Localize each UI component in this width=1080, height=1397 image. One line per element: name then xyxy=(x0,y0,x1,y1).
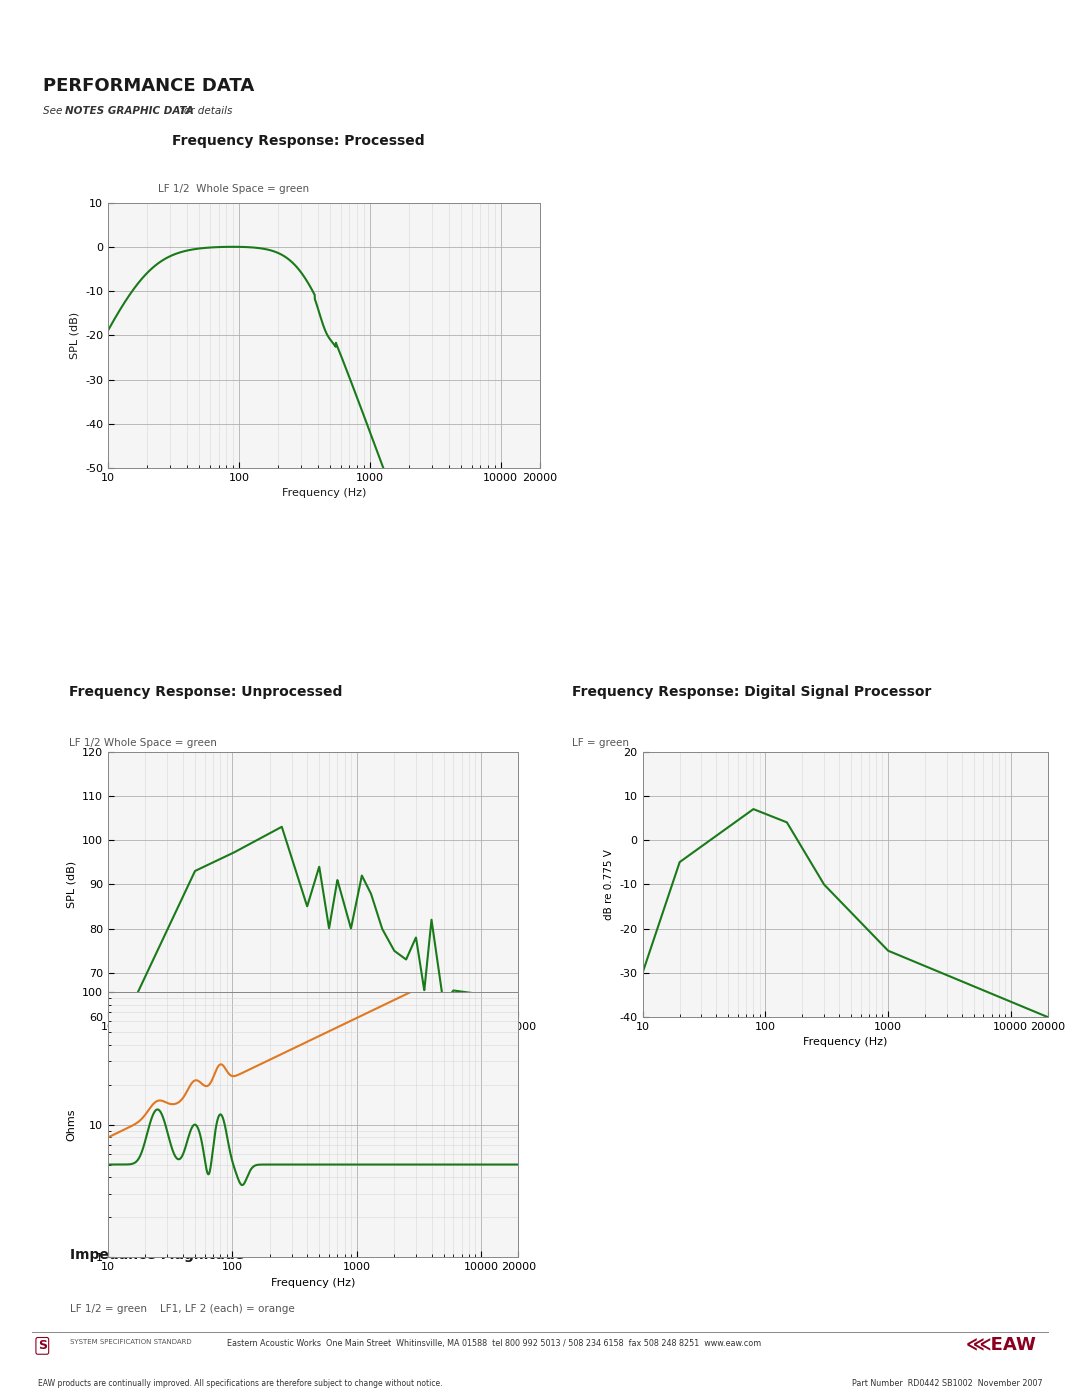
Text: Frequency Response: Digital Signal Processor: Frequency Response: Digital Signal Proce… xyxy=(571,685,931,698)
Text: LF 1/2 Whole Space = green: LF 1/2 Whole Space = green xyxy=(69,738,217,749)
X-axis label: Frequency (Hz): Frequency (Hz) xyxy=(271,1278,355,1288)
Text: See: See xyxy=(43,106,66,116)
Text: Frequency Response: Unprocessed: Frequency Response: Unprocessed xyxy=(69,685,342,698)
Text: NOTES GRAPHIC DATA: NOTES GRAPHIC DATA xyxy=(65,106,193,116)
X-axis label: Frequency (Hz): Frequency (Hz) xyxy=(282,489,366,499)
Text: Eastern Acoustic Works  One Main Street  Whitinsville, MA 01588  tel 800 992 501: Eastern Acoustic Works One Main Street W… xyxy=(227,1340,761,1348)
Text: LF = green: LF = green xyxy=(571,738,629,749)
Text: LF 1/2  Whole Space = green: LF 1/2 Whole Space = green xyxy=(158,184,309,194)
Text: Part Number  RD0442 SB1002  November 2007: Part Number RD0442 SB1002 November 2007 xyxy=(851,1379,1042,1387)
Text: S B 1 0 0 2   S p e c i f i c a t i o n s: S B 1 0 0 2 S p e c i f i c a t i o n s xyxy=(32,29,438,49)
X-axis label: Frequency (Hz): Frequency (Hz) xyxy=(802,1038,888,1048)
Text: ⋘EAW: ⋘EAW xyxy=(966,1336,1037,1354)
Text: for details: for details xyxy=(177,106,232,116)
Text: Impedance Magnitude: Impedance Magnitude xyxy=(70,1248,244,1261)
Text: LF 1/2 = green    LF1, LF 2 (each) = orange: LF 1/2 = green LF1, LF 2 (each) = orange xyxy=(70,1303,295,1313)
Text: S: S xyxy=(38,1340,46,1352)
Text: PERFORMANCE DATA: PERFORMANCE DATA xyxy=(43,77,255,95)
Text: group·S: group·S xyxy=(951,27,1048,52)
Y-axis label: dB re 0.775 V: dB re 0.775 V xyxy=(604,849,615,919)
X-axis label: Frequency (Hz): Frequency (Hz) xyxy=(271,1038,355,1048)
Text: Frequency Response: Processed: Frequency Response: Processed xyxy=(172,134,424,148)
Text: EAW products are continually improved. All specifications are therefore subject : EAW products are continually improved. A… xyxy=(38,1379,443,1387)
Y-axis label: Ohms: Ohms xyxy=(67,1108,77,1141)
Text: SYSTEM SPECIFICATION STANDARD: SYSTEM SPECIFICATION STANDARD xyxy=(70,1340,192,1345)
Y-axis label: SPL (dB): SPL (dB) xyxy=(69,312,80,359)
Y-axis label: SPL (dB): SPL (dB) xyxy=(67,861,77,908)
